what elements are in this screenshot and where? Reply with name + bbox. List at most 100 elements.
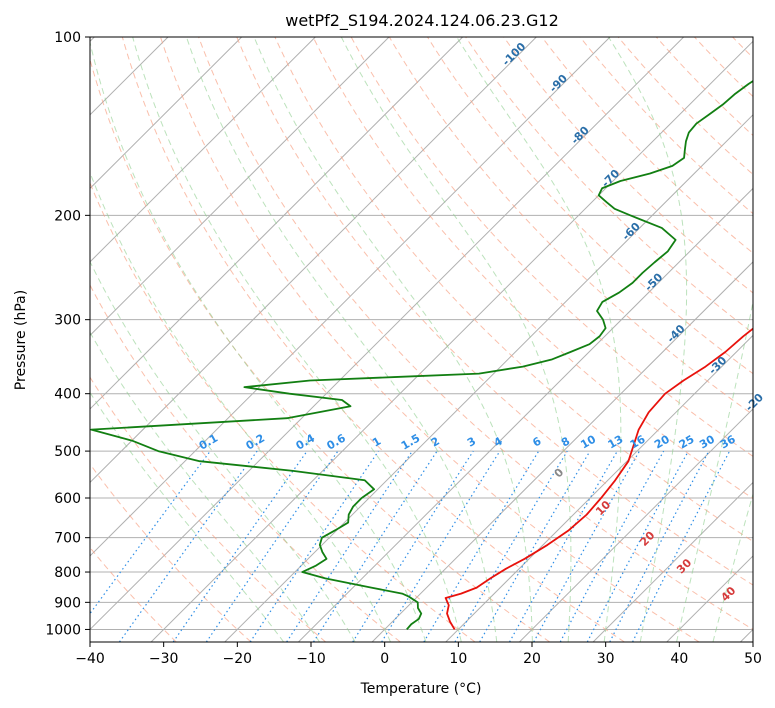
mixing-ratio-line bbox=[286, 450, 413, 642]
moist-adiabat-line bbox=[90, 171, 391, 642]
isotherm-gridline bbox=[90, 37, 390, 337]
x-tick-label: 10 bbox=[449, 651, 467, 667]
temperature-profile-line bbox=[444, 327, 753, 630]
dry-adiabat-label: -100 bbox=[500, 40, 529, 69]
dry-adiabat-label: -80 bbox=[569, 124, 592, 147]
isotherm-gridline bbox=[90, 37, 243, 190]
mixing-ratio-label: 8 bbox=[559, 435, 572, 450]
moist-adiabat-line bbox=[676, 299, 753, 642]
mixing-ratio-label: 20 bbox=[652, 432, 672, 451]
moist-adiabat-line bbox=[712, 492, 753, 642]
dry-adiabat-line bbox=[694, 37, 753, 98]
isotherm-gridline bbox=[90, 37, 537, 484]
isotherm-gridline bbox=[666, 555, 753, 642]
y-tick-label: 200 bbox=[54, 208, 81, 224]
x-tick-label: 20 bbox=[523, 651, 541, 667]
dry-adiabat-line bbox=[90, 376, 326, 642]
x-tick-label: −30 bbox=[149, 651, 179, 667]
y-axis-label: Pressure (hPa) bbox=[13, 290, 29, 390]
isotherm-gridline bbox=[90, 37, 685, 631]
isotherm-gridline bbox=[371, 261, 753, 642]
isotherm-gridline bbox=[445, 334, 753, 642]
x-tick-label: −10 bbox=[296, 651, 326, 667]
moist-adiabat-line bbox=[185, 37, 498, 642]
moist-adiabat-line bbox=[253, 37, 533, 642]
plot-frame bbox=[89, 36, 754, 643]
mixing-ratio-label: 36 bbox=[718, 432, 738, 451]
moist-adiabat-line bbox=[132, 37, 462, 642]
moist-adiabat-label: 20 bbox=[637, 529, 657, 549]
mixing-ratio-label: 0.4 bbox=[294, 431, 318, 452]
isotherm-gridline bbox=[90, 37, 316, 263]
mixing-ratio-line bbox=[205, 450, 339, 642]
moist-adiabat-line bbox=[608, 37, 688, 642]
dry-adiabat-line bbox=[350, 37, 753, 457]
dry-adiabat-line bbox=[198, 37, 753, 631]
dry-adiabat-label: -70 bbox=[599, 167, 622, 190]
y-tick-label: 700 bbox=[54, 531, 81, 547]
dry-adiabat-line bbox=[503, 37, 753, 294]
dry-adiabat-label: -50 bbox=[642, 270, 665, 293]
mixing-ratio-label: 30 bbox=[697, 432, 717, 451]
x-tick-label: 0 bbox=[380, 651, 389, 667]
x-tick-label: −40 bbox=[75, 651, 105, 667]
dry-adiabat-line bbox=[121, 37, 625, 642]
mixing-ratio-label: 6 bbox=[530, 434, 543, 449]
dry-adiabat-label: -60 bbox=[620, 220, 643, 243]
mixing-ratio-line bbox=[586, 450, 689, 642]
dry-adiabat-line bbox=[90, 57, 551, 642]
mixing-ratio-label: 0.1 bbox=[197, 432, 220, 453]
moist-adiabat-line bbox=[90, 331, 320, 642]
mixing-ratio-line bbox=[454, 450, 568, 642]
mixing-ratio-line bbox=[172, 450, 308, 642]
isotherm-gridline bbox=[592, 481, 753, 642]
dry-adiabat-line bbox=[465, 37, 753, 334]
x-tick-label: 40 bbox=[670, 651, 688, 667]
dry-adiabat-line bbox=[236, 37, 753, 586]
x-axis-label: Temperature (°C) bbox=[360, 681, 482, 697]
isotherm-gridline bbox=[224, 114, 753, 642]
mixing-ratio-label: 1 bbox=[370, 435, 383, 450]
dry-adiabat-line bbox=[274, 37, 753, 543]
y-tick-label: 900 bbox=[54, 595, 81, 611]
y-tick-label: 400 bbox=[54, 387, 81, 403]
y-tick-label: 600 bbox=[54, 491, 81, 507]
y-tick-label: 1000 bbox=[45, 622, 81, 638]
moist-adiabat-label: 30 bbox=[674, 556, 694, 576]
isotherm-gridline bbox=[519, 408, 753, 642]
dry-adiabat-label: -30 bbox=[706, 354, 729, 377]
mixing-ratio-label: 1.5 bbox=[399, 432, 422, 453]
mixing-ratio-label: 25 bbox=[677, 433, 697, 452]
moist-adiabat-line bbox=[90, 391, 285, 642]
mixing-ratio-line bbox=[312, 450, 438, 642]
mixing-ratio-label: 16 bbox=[628, 432, 648, 451]
mixing-ratio-line bbox=[381, 450, 501, 642]
dry-adiabat-line bbox=[90, 181, 476, 642]
y-tick-label: 800 bbox=[54, 565, 81, 581]
moist-adiabat-line bbox=[90, 40, 427, 642]
isotherm-gridline bbox=[90, 37, 611, 557]
mixing-ratio-line bbox=[118, 450, 258, 642]
dry-adiabat-line bbox=[617, 37, 753, 176]
mixing-ratio-line bbox=[249, 450, 380, 642]
x-tick-label: 50 bbox=[744, 651, 762, 667]
mixing-ratio-line bbox=[559, 450, 665, 642]
moist-adiabat-line bbox=[456, 37, 622, 642]
isotherm-gridline bbox=[150, 40, 753, 642]
mixing-ratio-label: 3 bbox=[465, 435, 478, 450]
moist-adiabat-label: 0 bbox=[552, 466, 567, 481]
x-tick-label: 30 bbox=[597, 651, 615, 667]
mixing-ratio-line bbox=[352, 450, 474, 642]
dry-adiabat-line bbox=[312, 37, 753, 500]
dewpoint-profile-line bbox=[90, 80, 753, 631]
moist-adiabat-line bbox=[90, 260, 356, 642]
dry-adiabat-label: -90 bbox=[547, 72, 570, 95]
chart-title: wetPf2_S194.2024.124.06.23.G12 bbox=[285, 11, 559, 31]
mixing-ratio-line bbox=[423, 450, 540, 642]
mixing-ratio-label: 10 bbox=[578, 432, 598, 451]
x-tick-label: −20 bbox=[223, 651, 253, 667]
dry-adiabat-line bbox=[771, 37, 775, 642]
y-tick-label: 100 bbox=[54, 30, 81, 46]
dry-adiabat-line bbox=[90, 284, 401, 642]
